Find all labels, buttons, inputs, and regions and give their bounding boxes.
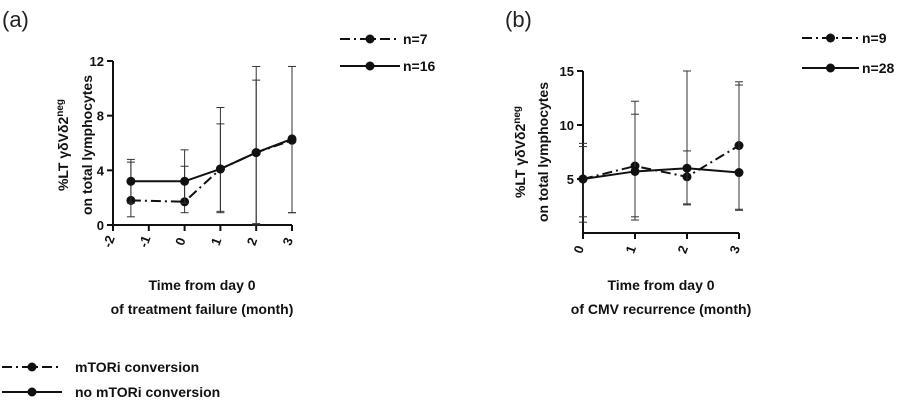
panel-a-series-n16-point-1 (180, 176, 190, 186)
panel-b-series-n28-point-3 (734, 168, 744, 178)
panel-a-x-tick-label-3: 1 (208, 235, 225, 247)
legend-marker-mtori (27, 362, 37, 372)
panel-b-y-tick-label-1: 10 (560, 118, 574, 133)
panel-a-series-n16-point-3 (251, 148, 261, 158)
panel-a-x-tick-label-4: 2 (244, 235, 261, 247)
panel-a-y-tick-label-0: 0 (97, 218, 104, 233)
panel-b-x-tick-label-0: 0 (570, 243, 587, 255)
panel-a-y-axis-title-line1: %LT γδVδ2neg (55, 99, 72, 191)
panel-label-a: (a) (2, 7, 29, 32)
panel-a-x-axis-title-line2: of treatment failure (month) (111, 301, 294, 317)
panel-b-series-n9-line (582, 144, 740, 180)
panel-b-y-axis-title-superscript: neg (512, 106, 523, 124)
panel-a-series-n16-legend-marker (365, 61, 375, 71)
panel-a-x-axis-title-line1: Time from day 0 (148, 277, 255, 293)
legend-label-mtori: mTORi conversion (75, 359, 199, 375)
panel-b-y-tick-label-0: 5 (567, 172, 574, 187)
panel-b-series-n9-legend-label: n=9 (862, 30, 887, 46)
panel-a-y-axis-title-superscript: neg (55, 99, 66, 117)
legend-marker-no-mtori (27, 387, 37, 397)
panel-a-series-n16-line (130, 137, 293, 183)
panel-a-y-axis-title-line2: on total lymphocytes (79, 75, 95, 215)
panel-a-y-tick-label-2: 8 (97, 109, 104, 124)
panel-a-series-n7-legend-marker (365, 34, 375, 44)
panel-b-series-n28-legend-label: n=28 (862, 60, 895, 76)
panel-a-x-tick-label-5: 3 (279, 235, 296, 247)
panel-a-x-tick-label-1: -1 (136, 233, 154, 249)
panel-b-series-n9-legend-marker (826, 33, 835, 43)
panel-b-series-n28-point-0 (578, 174, 588, 184)
panel-b-series-n28-line (582, 167, 740, 180)
panel-b-y-tick-label-2: 15 (560, 64, 574, 79)
panel-a-series-n16-point-4 (287, 134, 297, 144)
legend-label-no-mtori: no mTORi conversion (75, 384, 220, 400)
panel-b-x-tick-label-2: 2 (674, 243, 691, 255)
panel-a-x-tick-label-0: -2 (100, 233, 118, 249)
panel-b-y-axis-title-line2: on total lymphocytes (535, 82, 551, 222)
chart-panel-b: 5 10 15 0 1 2 3 n=9 n=28 %LT γδVδ2neg on total lym… (512, 30, 895, 317)
panel-a-y-tick-label-3: 12 (90, 54, 104, 69)
panel-a-x-tick-label-2: 0 (172, 235, 189, 247)
panel-a-y-tick-label-1: 4 (97, 163, 105, 178)
panel-label-b: (b) (505, 7, 532, 32)
panel-b-series-n28-point-1 (630, 166, 640, 176)
panel-b-x-axis-title-line1: Time from day 0 (607, 277, 714, 293)
panel-b-x-axis-title-line2: of CMV recurrence (month) (571, 301, 751, 317)
panel-a-series-n16-legend-label: n=16 (403, 58, 436, 74)
bottom-legend: mTORi conversion no mTORi conversion (2, 359, 220, 400)
panel-a-series-n16-point-0 (126, 176, 136, 186)
panel-b-series-n28-legend-marker (826, 63, 835, 73)
panel-a-series-n7-legend-label: n=7 (403, 31, 428, 47)
panel-a-series-n16-point-2 (215, 164, 225, 174)
panel-b-x-tick-label-1: 1 (622, 243, 639, 255)
panel-b-x-tick-label-3: 3 (726, 243, 743, 255)
panel-b-series-n28-point-2 (682, 163, 692, 173)
panel-b-y-axis-title-line1: %LT γδVδ2neg (512, 106, 529, 198)
